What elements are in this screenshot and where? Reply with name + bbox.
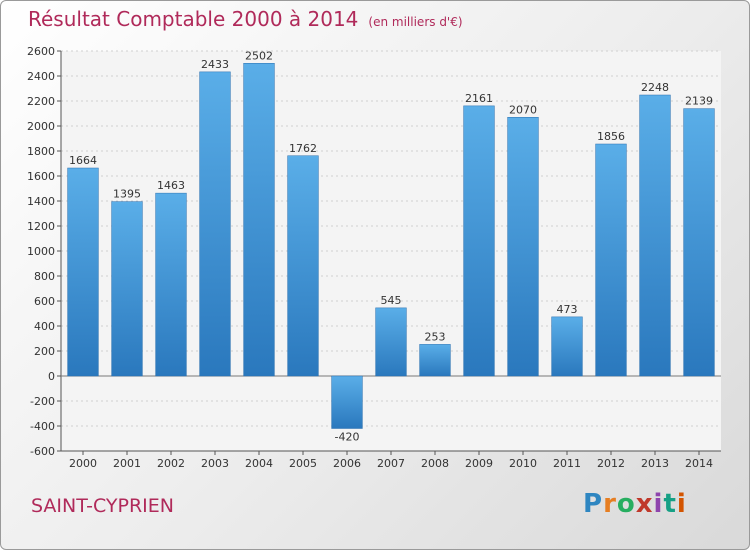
- bar: [683, 108, 715, 377]
- x-tick-label: 2013: [641, 457, 669, 470]
- bar: [331, 375, 363, 429]
- bar: [243, 63, 275, 377]
- bar: [639, 94, 671, 377]
- y-tick-label: 2600: [27, 45, 55, 58]
- y-tick-label: 1600: [27, 170, 55, 183]
- y-tick-label: 1400: [27, 195, 55, 208]
- logo-letter: t: [663, 489, 677, 519]
- y-tick-label: 2200: [27, 95, 55, 108]
- data-label: 2161: [465, 92, 493, 105]
- y-tick-label: 1000: [27, 245, 55, 258]
- logo-letter: x: [635, 489, 654, 519]
- y-tick-label: 2400: [27, 70, 55, 83]
- y-tick-label: 800: [34, 270, 55, 283]
- x-tick-label: 2003: [201, 457, 229, 470]
- x-tick-label: 2007: [377, 457, 405, 470]
- chart-title: Résultat Comptable 2000 à 2014 (en millie…: [28, 7, 463, 31]
- data-label: 1856: [597, 130, 625, 143]
- data-label: 1762: [289, 142, 317, 155]
- data-label: 2502: [245, 49, 273, 62]
- x-tick-label: 2012: [597, 457, 625, 470]
- bar: [287, 155, 319, 377]
- bar: [199, 71, 231, 377]
- bar: [507, 117, 539, 377]
- data-label: 1395: [113, 188, 141, 201]
- x-tick-label: 2005: [289, 457, 317, 470]
- data-label: 1463: [157, 179, 185, 192]
- data-label: 545: [381, 294, 402, 307]
- x-tick-label: 2002: [157, 457, 185, 470]
- bar: [67, 167, 99, 377]
- bar: [463, 105, 495, 377]
- logo-letter: r: [603, 489, 617, 519]
- logo-letter: i: [676, 489, 687, 519]
- x-tick-label: 2001: [113, 457, 141, 470]
- y-tick-label: -400: [30, 420, 55, 433]
- y-tick-label: 0: [48, 370, 55, 383]
- y-tick-label: 1800: [27, 145, 55, 158]
- chart-title-text: Résultat Comptable 2000 à 2014: [28, 7, 359, 31]
- x-tick-label: 2011: [553, 457, 581, 470]
- bar: [551, 316, 583, 377]
- bar: [155, 192, 187, 377]
- bar: [419, 344, 451, 377]
- y-tick-label: 400: [34, 320, 55, 333]
- data-label: 2139: [685, 95, 713, 108]
- bar: [375, 307, 407, 377]
- x-tick-label: 2008: [421, 457, 449, 470]
- chart-subtitle: (en milliers d'€): [368, 15, 463, 29]
- data-label: 473: [557, 303, 578, 316]
- data-label: -420: [335, 431, 360, 444]
- y-tick-label: 2000: [27, 120, 55, 133]
- data-label: 2433: [201, 58, 229, 71]
- x-tick-label: 2000: [69, 457, 97, 470]
- x-tick-label: 2006: [333, 457, 361, 470]
- y-tick-label: 200: [34, 345, 55, 358]
- bar: [595, 143, 627, 377]
- logo-letter: P: [583, 489, 604, 519]
- bar: [111, 201, 143, 377]
- x-tick-label: 2014: [685, 457, 713, 470]
- data-label: 253: [425, 330, 446, 343]
- y-tick-label: 1200: [27, 220, 55, 233]
- logo-letter: i: [653, 489, 664, 519]
- y-tick-label: -600: [30, 445, 55, 458]
- x-tick-label: 2009: [465, 457, 493, 470]
- proxiti-logo: Proxiti: [583, 489, 687, 519]
- data-label: 2070: [509, 103, 537, 116]
- commune-name: SAINT-CYPRIEN: [31, 495, 174, 517]
- data-label: 1664: [69, 154, 97, 167]
- data-label: 2248: [641, 81, 669, 94]
- y-tick-label: -200: [30, 395, 55, 408]
- x-tick-label: 2010: [509, 457, 537, 470]
- logo-letter: o: [616, 489, 636, 519]
- x-tick-label: 2004: [245, 457, 273, 470]
- y-tick-label: 600: [34, 295, 55, 308]
